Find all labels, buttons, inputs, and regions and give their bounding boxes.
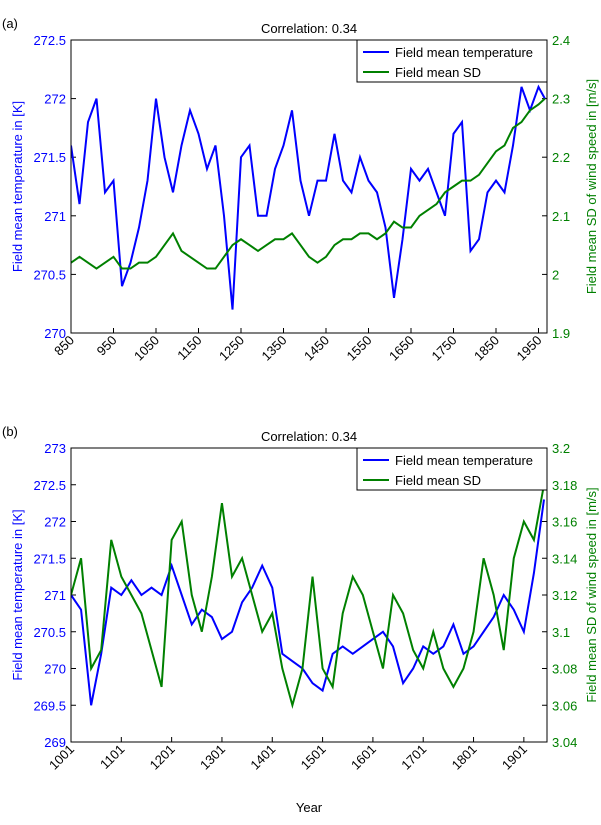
x-tick-label: 1250 <box>216 333 247 364</box>
y-tick-label: 271 <box>44 588 66 603</box>
y2-tick-label: 3.16 <box>552 515 577 530</box>
x-tick-label: 1550 <box>344 333 375 364</box>
x-tick-label: 1101 <box>97 742 127 772</box>
data-line <box>71 84 546 310</box>
x-tick-label: 1401 <box>247 742 278 773</box>
legend-label: Field mean temperature <box>395 45 533 60</box>
x-tick-label: 1201 <box>147 742 178 773</box>
y-tick-label: 271 <box>44 209 66 224</box>
y-tick-label: 272 <box>44 92 66 107</box>
y-tick-label: 272.5 <box>33 478 66 493</box>
data-line <box>71 499 545 706</box>
y2-tick-label: 2.1 <box>552 209 570 224</box>
x-tick-label: 1501 <box>298 742 329 773</box>
x-tick-label: 1050 <box>131 333 162 364</box>
legend-box <box>356 447 548 491</box>
x-tick-label: 1650 <box>386 333 417 364</box>
y-tick-label: 270.5 <box>33 625 66 640</box>
legend-label: Field mean temperature <box>395 453 533 468</box>
x-tick-label: 1801 <box>449 742 480 773</box>
y2-tick-label: 3.12 <box>552 588 577 603</box>
legend-label: Field mean SD <box>395 65 481 80</box>
y2-tick-label: 3.14 <box>552 551 577 566</box>
x-tick-label: 1750 <box>429 333 460 364</box>
y-tick-label: 272 <box>44 515 66 530</box>
y2-tick-label: 2.4 <box>552 33 570 48</box>
y-tick-label: 270 <box>44 326 66 341</box>
legend-box <box>356 39 548 83</box>
x-tick-label: 1350 <box>259 333 290 364</box>
panel-label: (a) <box>2 16 18 31</box>
y2-tick-label: 2 <box>552 267 559 282</box>
x-tick-label: 1950 <box>514 333 545 364</box>
y-tick-label: 271.5 <box>33 150 66 165</box>
y-tick-label: 269.5 <box>33 698 66 713</box>
y-axis-label: Field mean temperature in [K] <box>10 509 25 680</box>
y-axis-label: Field mean temperature in [K] <box>10 101 25 272</box>
x-tick-label: 950 <box>94 333 120 359</box>
y-tick-label: 272.5 <box>33 33 66 48</box>
x-axis-label: Year <box>296 800 323 815</box>
y2-axis-label: Field mean SD of wind speed in [m/s] <box>584 487 599 702</box>
y-tick-label: 271.5 <box>33 551 66 566</box>
axes-box <box>70 39 548 334</box>
y-tick-label: 273 <box>44 441 66 456</box>
axes-box <box>70 447 548 743</box>
x-tick-label: 1150 <box>174 333 204 363</box>
chart-title: Correlation: 0.34 <box>261 21 357 36</box>
x-tick-label: 1901 <box>499 742 530 773</box>
y2-tick-label: 3.04 <box>552 735 577 750</box>
x-tick-label: 1601 <box>348 742 379 773</box>
y2-tick-label: 2.3 <box>552 92 570 107</box>
y2-tick-label: 3.2 <box>552 441 570 456</box>
y2-tick-label: 3.06 <box>552 698 577 713</box>
x-tick-label: 1450 <box>301 333 332 364</box>
panel-label: (b) <box>2 424 18 439</box>
legend-label: Field mean SD <box>395 473 481 488</box>
y2-tick-label: 3.1 <box>552 625 570 640</box>
x-tick-label: 1301 <box>197 742 228 773</box>
y2-axis-label: Field mean SD of wind speed in [m/s] <box>584 79 599 294</box>
y-tick-label: 269 <box>44 735 66 750</box>
chart-title: Correlation: 0.34 <box>261 429 357 444</box>
y2-tick-label: 3.08 <box>552 662 577 677</box>
x-tick-label: 1701 <box>398 742 429 773</box>
y2-tick-label: 1.9 <box>552 326 570 341</box>
y-tick-label: 270.5 <box>33 267 66 282</box>
y-tick-label: 270 <box>44 662 66 677</box>
data-line <box>71 97 546 270</box>
y2-tick-label: 3.18 <box>552 478 577 493</box>
x-tick-label: 1850 <box>471 333 502 364</box>
y2-tick-label: 2.2 <box>552 150 570 165</box>
data-line <box>71 484 545 710</box>
